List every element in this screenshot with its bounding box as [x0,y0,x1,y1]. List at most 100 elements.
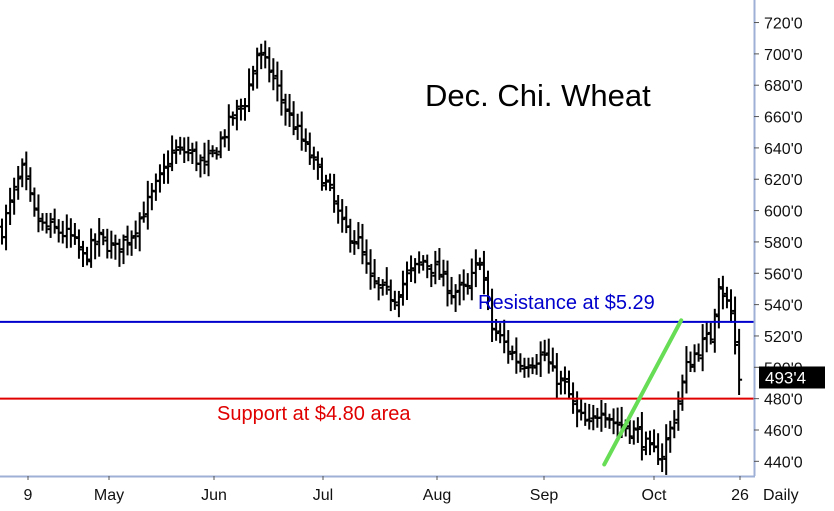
price-bar [561,366,568,395]
y-tick-label: 700'0 [764,47,803,64]
price-bar [23,151,30,191]
price-bar [282,93,289,126]
price-bar [736,328,743,395]
resistance-label: Resistance at $5.29 [478,292,655,314]
price-bar [108,230,115,259]
price-bar [298,111,305,151]
price-bar [185,136,192,162]
price-bar [448,276,455,305]
price-bar [634,417,641,443]
y-tick-label: 560'0 [764,266,803,283]
price-bar [387,279,394,312]
price-bar [444,260,451,307]
price-bar [35,194,42,233]
price-bar [578,399,585,421]
price-bar [630,420,637,445]
price-bar [525,357,532,378]
price-bar [659,443,666,473]
price-bar [140,201,147,223]
price-bar [331,173,338,213]
price-bar [395,290,402,318]
price-bar [541,339,548,362]
x-tick-label: May [94,487,124,504]
price-bar [201,142,208,175]
y-tick-label: 600'0 [764,204,803,221]
price-bar [715,278,722,329]
price-bar [173,139,180,164]
price-bar [610,408,617,435]
price-bar [246,68,253,113]
y-tick-label: 580'0 [764,235,803,252]
price-bar [371,259,378,289]
price-bar [598,399,605,432]
price-bar [367,249,374,290]
price-bar [533,354,540,375]
price-bar [306,132,313,165]
price-bar [55,219,62,243]
price-bar [436,248,443,280]
price-bar [517,353,524,373]
price-bar [286,93,293,127]
price-bar [432,250,439,285]
y-tick-label: 520'0 [764,329,803,346]
price-bar [225,104,232,151]
y-tick-label: 460'0 [764,423,803,440]
price-bar [302,128,309,152]
price-bar [557,370,564,395]
axes: 440'0460'0480'0500'0520'0540'0560'0580'0… [0,0,825,504]
price-bar [156,164,163,193]
price-bar [71,222,78,245]
price-bar [161,153,167,184]
price-bar [375,276,382,301]
price-bar [408,255,415,283]
price-bar [476,257,483,271]
price-bar [100,229,107,246]
price-bar [553,353,560,399]
price-bar [165,150,172,184]
price-bar [683,346,690,394]
price-bar [687,351,694,373]
price-bar [250,65,257,91]
price-bar [152,173,159,201]
period-label: Daily [763,487,799,504]
price-bar [723,286,730,309]
price-bar [440,259,447,287]
price-bar [695,343,702,362]
price-bar [383,267,390,295]
price-bar [132,220,139,249]
price-bar [314,151,321,180]
price-bar [237,98,244,121]
price-bar [47,212,54,238]
price-bar [63,214,70,249]
price-bar [229,111,236,126]
price-bar [468,258,475,301]
price-bar [663,424,670,475]
price-bar [590,404,597,431]
price-bar [582,402,589,426]
price-bar [513,337,520,374]
price-bar [266,47,273,83]
price-bar [711,308,718,353]
price-bar [11,177,18,215]
price-bar [412,258,419,284]
price-bar [197,154,204,178]
trendline [602,318,684,467]
price-bar [574,391,581,428]
price-bar [189,142,196,165]
price-bar [416,251,423,274]
price-bar [638,411,645,461]
price-bar [136,212,143,252]
price-bar [3,204,10,251]
y-tick-label: 540'0 [764,298,803,315]
price-bar [310,146,317,170]
price-bar [549,347,556,372]
support-label: Support at $4.80 area [217,403,411,425]
price-bar [719,275,726,310]
price-bar [586,403,593,430]
price-bar [177,136,184,155]
x-tick-label: Jul [313,487,333,504]
price-bar [614,407,621,441]
price-bar [728,289,734,323]
price-bar [537,341,544,377]
price-bar [148,183,155,211]
